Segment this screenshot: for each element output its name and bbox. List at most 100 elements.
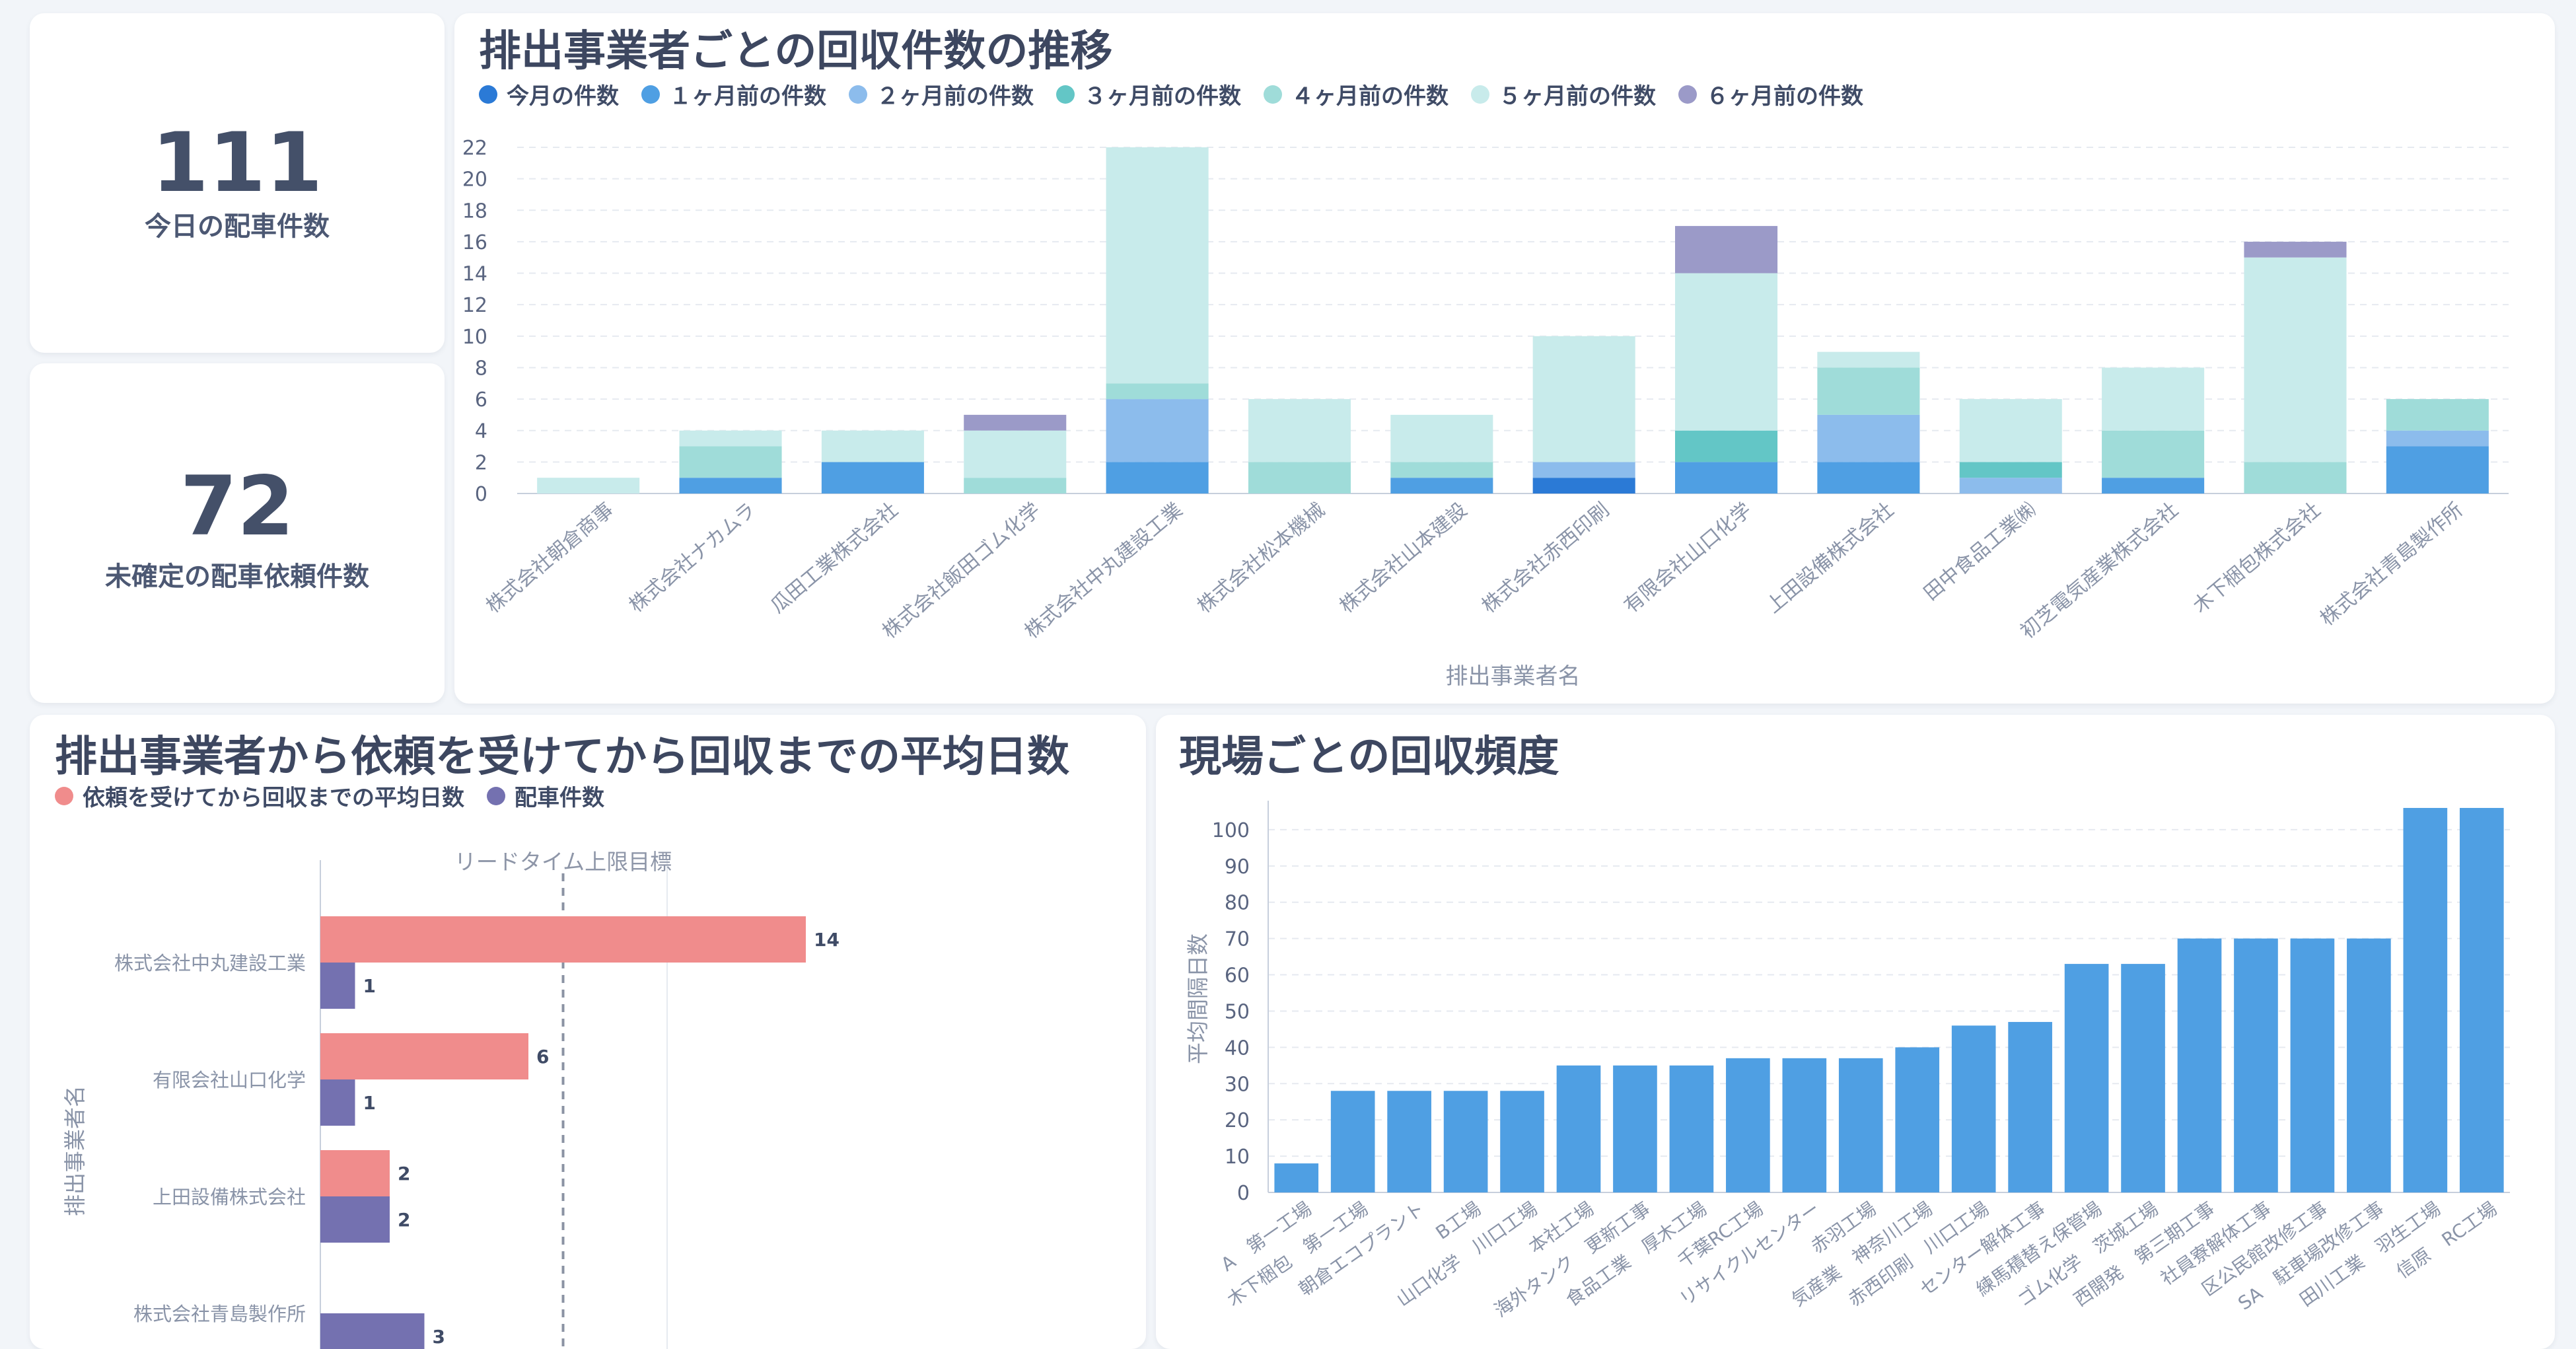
chart-legend: 今月の件数 １ヶ月前の件数 ２ヶ月前の件数 ３ヶ月前の件数 ４ヶ月前の件数 ５ヶ月前の件数… bbox=[479, 78, 1886, 110]
bar bbox=[1556, 1065, 1601, 1192]
x-tick-label: 株式会社ナカムラ bbox=[625, 498, 760, 617]
legend-item[interactable]: 依頼を受けてから回収までの平均日数 bbox=[55, 780, 464, 812]
bar-segment bbox=[679, 430, 782, 447]
legend-label: 依頼を受けてから回収までの平均日数 bbox=[83, 785, 464, 811]
y-tick-label: 16 bbox=[462, 231, 487, 254]
data-label: 1 bbox=[363, 975, 376, 997]
bar-segment bbox=[1959, 399, 2062, 462]
bar bbox=[320, 1079, 355, 1126]
bar-segment bbox=[2102, 430, 2205, 478]
bar-segment bbox=[964, 430, 1067, 478]
bar-segment bbox=[679, 446, 782, 478]
legend-swatch bbox=[487, 786, 505, 805]
collection-trend-card: 排出事業者ごとの回収件数の推移 今月の件数 １ヶ月前の件数 ２ヶ月前の件数 ３ヶ月前の… bbox=[454, 13, 2555, 704]
bar-segment bbox=[964, 478, 1067, 493]
y-axis-label: 排出事業者名 bbox=[62, 1085, 88, 1216]
y-tick-label: 80 bbox=[1225, 892, 1250, 915]
bar bbox=[1895, 1047, 1940, 1192]
legend-item[interactable]: ３ヶ月前の件数 bbox=[1056, 78, 1241, 110]
card-title: 排出事業者から依頼を受けてから回収までの平均日数 bbox=[55, 733, 1069, 782]
legend-label: ３ヶ月前の件数 bbox=[1084, 83, 1241, 110]
legend-swatch bbox=[849, 85, 867, 104]
bar-segment bbox=[1532, 336, 1635, 462]
legend-item[interactable]: 今月の件数 bbox=[479, 78, 619, 110]
legend-label: 配車件数 bbox=[515, 785, 604, 811]
legend-swatch bbox=[1056, 85, 1075, 104]
bar-segment bbox=[2386, 399, 2489, 431]
legend-item[interactable]: １ヶ月前の件数 bbox=[641, 78, 826, 110]
bar bbox=[2290, 938, 2335, 1192]
legend-item[interactable]: 配車件数 bbox=[487, 780, 604, 812]
y-tick-label: 2 bbox=[475, 451, 487, 474]
y-tick-label: 12 bbox=[462, 294, 487, 317]
y-tick-label: 18 bbox=[462, 200, 487, 223]
y-tick-label: 60 bbox=[1225, 965, 1250, 988]
y-tick-label: 株式会社青島製作所 bbox=[133, 1303, 306, 1325]
x-tick-label: 株式会社飯田ゴム化学 bbox=[878, 498, 1045, 643]
bar bbox=[320, 1313, 425, 1349]
x-tick-label: 株式会社中丸建設工業 bbox=[1020, 498, 1187, 643]
y-tick-label: 10 bbox=[1225, 1146, 1250, 1169]
y-tick-label: 30 bbox=[1225, 1073, 1250, 1096]
bar bbox=[320, 963, 355, 1009]
legend-item[interactable]: ４ヶ月前の件数 bbox=[1264, 78, 1449, 110]
bar-segment bbox=[1817, 351, 1920, 368]
bar bbox=[2064, 964, 2109, 1192]
bar-segment bbox=[1675, 462, 1778, 493]
x-tick-label: 初芝電気産業株式会社 bbox=[2016, 498, 2182, 643]
legend-item[interactable]: ６ヶ月前の件数 bbox=[1678, 78, 1863, 110]
legend-label: 今月の件数 bbox=[507, 83, 619, 110]
y-tick-label: 20 bbox=[1225, 1109, 1250, 1132]
bar-segment bbox=[1959, 478, 2062, 493]
x-tick-label: 株式会社山本建設 bbox=[1336, 498, 1472, 618]
x-tick-label: 田中食品工業㈱ bbox=[1919, 498, 2040, 605]
kpi-value: 72 bbox=[180, 459, 295, 554]
bar-segment bbox=[1817, 462, 1920, 493]
legend-swatch bbox=[479, 85, 497, 104]
bar-segment bbox=[1106, 147, 1209, 384]
y-tick-label: 8 bbox=[475, 357, 487, 380]
bar-segment bbox=[1390, 414, 1493, 462]
bar-segment bbox=[1106, 399, 1209, 462]
bar-segment bbox=[1532, 462, 1635, 478]
bar-segment bbox=[821, 462, 924, 493]
bar-segment bbox=[821, 430, 924, 462]
bar-segment bbox=[1390, 478, 1493, 493]
x-tick-label: 木下梱包株式会社 bbox=[2189, 498, 2325, 618]
bar bbox=[320, 1150, 390, 1196]
bar bbox=[2403, 807, 2448, 1192]
x-tick-label: 株式会社朝倉商事 bbox=[482, 498, 618, 618]
bar-segment bbox=[2386, 430, 2489, 447]
bar-segment bbox=[1390, 462, 1493, 478]
y-tick-label: 40 bbox=[1225, 1037, 1250, 1060]
bar-segment bbox=[1817, 414, 1920, 462]
bar-segment bbox=[1532, 478, 1635, 493]
lead-time-card: 排出事業者から依頼を受けてから回収までの平均日数 依頼を受けてから回収までの平均… bbox=[30, 715, 1146, 1349]
kpi-label: 今日の配車件数 bbox=[145, 211, 330, 242]
chart-legend: 依頼を受けてから回収までの平均日数 配車件数 bbox=[55, 780, 627, 812]
legend-swatch bbox=[1264, 85, 1282, 104]
y-axis-label: 平均間隔日数 bbox=[1185, 933, 1211, 1064]
legend-item[interactable]: ２ヶ月前の件数 bbox=[849, 78, 1034, 110]
bar-segment bbox=[1248, 399, 1351, 462]
x-tick-label: 株式会社赤西印刷 bbox=[1478, 498, 1614, 618]
bar bbox=[2459, 807, 2504, 1192]
bar bbox=[1274, 1163, 1319, 1192]
legend-label: ５ヶ月前の件数 bbox=[1499, 83, 1656, 110]
legend-swatch bbox=[1471, 85, 1489, 104]
y-tick-label: 20 bbox=[462, 168, 487, 192]
bar bbox=[320, 1196, 390, 1243]
x-tick-label: 株式会社松本機械 bbox=[1193, 498, 1329, 618]
bar-segment bbox=[2386, 446, 2489, 493]
legend-item[interactable]: ５ヶ月前の件数 bbox=[1471, 78, 1656, 110]
bar-segment bbox=[679, 478, 782, 493]
y-tick-label: 0 bbox=[1237, 1182, 1250, 1205]
legend-swatch bbox=[55, 786, 73, 805]
x-tick-label: 株式会社青島製作所 bbox=[2316, 498, 2467, 630]
y-tick-label: 4 bbox=[475, 420, 487, 443]
stacked-bar-chart: 0 2 4 6 8 10 12 14 16 18 20 22 株式会社朝倉商事 株式会社ナカムラ 瓜田工業株… bbox=[462, 137, 2509, 690]
legend-label: ４ヶ月前の件数 bbox=[1291, 83, 1449, 110]
legend-swatch bbox=[1678, 85, 1697, 104]
